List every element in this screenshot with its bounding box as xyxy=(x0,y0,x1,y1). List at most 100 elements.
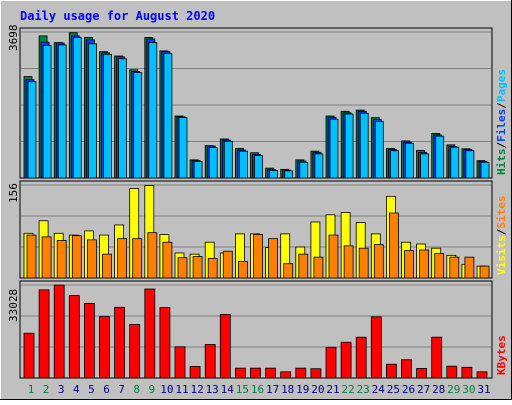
bar-sites-day-8 xyxy=(132,238,143,279)
bar-kbytes-day-29 xyxy=(446,365,458,379)
x-label-day-11: 11 xyxy=(175,383,188,396)
bar-kbytes-day-4 xyxy=(68,295,80,379)
bar-pages-day-2 xyxy=(42,44,52,179)
bar-sites-day-23 xyxy=(358,247,369,279)
bar-kbytes-day-19 xyxy=(295,367,307,379)
bar-pages-day-22 xyxy=(344,113,354,179)
x-label-day-24: 24 xyxy=(372,383,386,396)
bar-kbytes-day-22 xyxy=(340,341,352,379)
x-label-day-18: 18 xyxy=(281,383,294,396)
bar-pages-day-31 xyxy=(480,161,490,179)
bars-top xyxy=(23,32,490,179)
bar-sites-day-20 xyxy=(313,256,324,279)
bar-kbytes-day-7 xyxy=(114,306,125,379)
bar-pages-day-16 xyxy=(254,155,263,179)
bar-kbytes-day-11 xyxy=(174,346,186,379)
x-label-day-12: 12 xyxy=(190,383,203,396)
x-label-day-21: 21 xyxy=(326,383,339,396)
bar-kbytes-day-21 xyxy=(325,346,337,379)
bar-sites-day-31 xyxy=(479,265,490,279)
bar-pages-day-20 xyxy=(314,153,324,179)
bar-pages-day-25 xyxy=(389,150,399,179)
bar-sites-day-26 xyxy=(404,250,414,279)
x-label-day-1: 1 xyxy=(28,383,35,396)
bar-kbytes-day-27 xyxy=(416,368,428,379)
bar-kbytes-day-9 xyxy=(144,288,156,379)
bar-sites-day-25 xyxy=(388,212,399,279)
bar-sites-day-17 xyxy=(268,238,279,279)
bar-kbytes-day-23 xyxy=(355,336,367,379)
bar-pages-day-4 xyxy=(72,37,82,179)
bar-pages-day-14 xyxy=(223,140,233,179)
bar-kbytes-day-24 xyxy=(370,316,382,379)
x-label-day-28: 28 xyxy=(432,383,445,396)
bar-sites-day-21 xyxy=(328,234,339,279)
bar-kbytes-day-14 xyxy=(219,313,231,379)
bar-sites-day-12 xyxy=(192,256,203,279)
hits-files-pages-panel: 3698 Hits/Files/Pages xyxy=(7,25,508,179)
ymax-label-bottom: 33028 xyxy=(7,289,20,322)
bars-bottom xyxy=(23,284,488,379)
legend-item-middle-2: Sites xyxy=(495,196,508,229)
x-label-day-7: 7 xyxy=(118,383,125,396)
legend-text-bottom: KBytes xyxy=(495,335,508,375)
bar-sites-day-5 xyxy=(87,239,97,279)
visits-sites-panel: 156 Visits/Sites xyxy=(7,180,508,279)
bar-sites-day-15 xyxy=(237,260,248,279)
bar-pages-day-27 xyxy=(420,153,430,179)
ymax-label-middle: 156 xyxy=(7,183,20,203)
bar-kbytes-day-1 xyxy=(23,332,35,379)
bar-pages-day-3 xyxy=(57,44,67,179)
bar-pages-day-15 xyxy=(238,150,248,179)
x-label-day-26: 26 xyxy=(402,383,415,396)
legend-top: Hits/Files/Pages xyxy=(495,69,508,175)
legend-item-bottom-0: KBytes xyxy=(495,335,508,375)
bar-pages-day-30 xyxy=(465,150,475,179)
bar-pages-day-13 xyxy=(208,147,218,179)
bar-sites-day-30 xyxy=(464,256,475,279)
legend-item-top-1: / xyxy=(495,142,508,149)
bars-middle xyxy=(23,185,490,279)
x-label-day-5: 5 xyxy=(88,383,95,396)
x-label-day-10: 10 xyxy=(160,383,173,396)
bar-pages-day-1 xyxy=(27,81,37,179)
legend-item-top-3: / xyxy=(495,102,508,109)
bar-kbytes-day-3 xyxy=(53,284,65,379)
legend-middle: Visits/Sites xyxy=(495,196,508,276)
bar-pages-day-21 xyxy=(329,118,339,179)
legend-item-top-2: Files xyxy=(495,109,508,142)
x-label-day-14: 14 xyxy=(221,383,235,396)
x-label-day-2: 2 xyxy=(43,383,50,396)
x-label-day-31: 31 xyxy=(477,383,490,396)
x-label-day-4: 4 xyxy=(73,383,80,396)
x-label-day-8: 8 xyxy=(133,383,140,396)
bar-sites-day-24 xyxy=(373,244,384,279)
bar-pages-day-26 xyxy=(405,142,414,179)
bar-sites-day-13 xyxy=(207,257,218,279)
bar-pages-day-24 xyxy=(374,121,384,179)
bar-kbytes-day-16 xyxy=(250,367,261,379)
bar-sites-day-29 xyxy=(449,256,460,279)
bar-kbytes-day-8 xyxy=(129,324,141,379)
legend-text-top: Hits/Files/Pages xyxy=(495,69,508,175)
x-label-day-27: 27 xyxy=(417,383,430,396)
bar-kbytes-day-15 xyxy=(234,367,246,379)
x-label-day-3: 3 xyxy=(58,383,65,396)
bar-kbytes-day-10 xyxy=(159,307,171,379)
legend-text-middle: Visits/Sites xyxy=(495,196,508,276)
bar-pages-day-5 xyxy=(88,43,97,179)
bar-kbytes-day-28 xyxy=(431,336,443,379)
x-label-day-17: 17 xyxy=(266,383,279,396)
bar-kbytes-day-6 xyxy=(99,316,110,379)
bar-sites-day-28 xyxy=(434,253,445,279)
bar-kbytes-day-13 xyxy=(204,344,216,379)
x-label-day-19: 19 xyxy=(296,383,309,396)
x-label-day-25: 25 xyxy=(387,383,400,396)
bar-kbytes-day-20 xyxy=(310,368,322,379)
bar-kbytes-day-30 xyxy=(461,366,473,379)
bar-pages-day-10 xyxy=(163,53,173,179)
bar-pages-day-23 xyxy=(359,112,369,179)
bar-sites-day-14 xyxy=(222,250,233,279)
